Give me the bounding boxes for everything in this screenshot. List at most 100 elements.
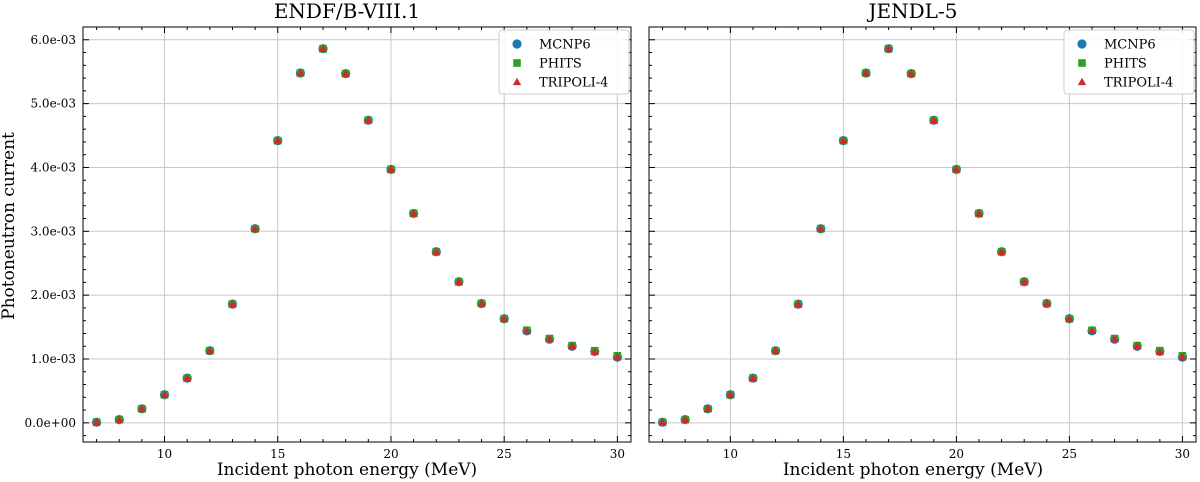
- y-tick-label: 1.0e-03: [30, 352, 76, 366]
- y-tick-label: 2.0e-03: [30, 288, 76, 302]
- plot-frame: [648, 26, 1197, 443]
- chart-title: ENDF/B-VIII.1: [274, 0, 420, 23]
- data-point-tripoli-4: [997, 247, 1006, 255]
- data-point-tripoli-4: [205, 346, 215, 354]
- data-point-tripoli-4: [613, 352, 622, 361]
- data-point-tripoli-4: [160, 390, 169, 398]
- legend-label: MCNP6: [1104, 38, 1156, 53]
- data-point-tripoli-4: [839, 136, 848, 144]
- data-point-tripoli-4: [545, 335, 554, 343]
- data-point-tripoli-4: [92, 418, 101, 426]
- legend-box: [1063, 29, 1195, 95]
- x-tick-label: 30: [610, 447, 625, 461]
- legend-label: TRIPOLI-4: [1104, 76, 1173, 91]
- series-mcnp6: [657, 44, 1188, 427]
- y-tick-label: 6.0e-03: [30, 33, 76, 47]
- legend-label: MCNP6: [539, 38, 591, 53]
- grid-lines: [83, 27, 631, 442]
- data-point-tripoli-4: [432, 247, 441, 255]
- data-point-tripoli-4: [703, 404, 712, 412]
- data-point-tripoli-4: [318, 44, 328, 52]
- data-point-tripoli-4: [929, 116, 939, 124]
- data-point-tripoli-4: [477, 299, 486, 307]
- data-point-tripoli-4: [974, 209, 984, 217]
- data-point-tripoli-4: [364, 116, 373, 124]
- data-point-tripoli-4: [816, 224, 825, 232]
- legend-label: PHITS: [539, 57, 582, 72]
- data-point-tripoli-4: [522, 326, 532, 335]
- tick-labels: 10 15 20 25 30: [723, 447, 1190, 461]
- data-point-tripoli-4: [952, 165, 961, 173]
- legend-label: PHITS: [1104, 57, 1147, 72]
- series-mcnp6: [91, 44, 623, 427]
- legend-marker-phits: [513, 59, 521, 67]
- x-tick-label: 20: [383, 447, 398, 461]
- data-point-tripoli-4: [1020, 277, 1029, 285]
- x-tick-label: 10: [723, 447, 738, 461]
- data-point-tripoli-4: [409, 209, 418, 217]
- data-point-tripoli-4: [386, 165, 396, 173]
- data-point-tripoli-4: [590, 347, 599, 356]
- legend-label: TRIPOLI-4: [539, 76, 608, 91]
- series-tripoli-4: [658, 44, 1187, 426]
- legend-marker-tripoli-4: [512, 77, 522, 86]
- y-tick-label: 3.0e-03: [30, 224, 76, 238]
- legend-marker-tripoli-4: [1077, 77, 1087, 86]
- data-point-tripoli-4: [567, 342, 577, 350]
- x-tick-label: 10: [157, 447, 172, 461]
- data-point-tripoli-4: [1155, 347, 1165, 356]
- data-point-tripoli-4: [906, 69, 916, 77]
- y-tick-label: 5.0e-03: [30, 97, 76, 111]
- legend: MCNP6 PHITS TRIPOLI-4: [498, 29, 630, 95]
- tick-labels: 10 15 20 25 30 0.0e+00 1.0e-03 2.0e-03 3.0e-03 4.…: [24, 33, 625, 461]
- legend-box: [498, 29, 630, 95]
- data-point-tripoli-4: [884, 44, 893, 52]
- data-point-tripoli-4: [1042, 299, 1052, 307]
- data-point-tripoli-4: [1110, 335, 1119, 343]
- data-point-tripoli-4: [680, 415, 690, 423]
- data-point-tripoli-4: [658, 418, 667, 426]
- plot-frame: [82, 26, 632, 443]
- legend-marker-phits: [1078, 59, 1086, 67]
- x-tick-label: 25: [1062, 447, 1077, 461]
- data-point-tripoli-4: [228, 299, 237, 308]
- x-tick-label: 25: [497, 447, 512, 461]
- data-point-tripoli-4: [182, 373, 192, 382]
- chart-panel-endf: ENDF/B-VIII.1 Incident photon energy (Me…: [24, 0, 632, 480]
- data-point-tripoli-4: [861, 68, 871, 77]
- data-point-tripoli-4: [454, 277, 464, 285]
- x-tick-label: 15: [836, 447, 851, 461]
- data-point-tripoli-4: [793, 299, 803, 308]
- y-tick-label: 4.0e-03: [30, 160, 76, 174]
- x-tick-label: 20: [949, 447, 964, 461]
- x-axis-label: Incident photon energy (MeV): [217, 460, 477, 480]
- series-phits: [92, 44, 622, 427]
- data-point-tripoli-4: [1087, 326, 1097, 335]
- data-point-tripoli-4: [115, 415, 124, 423]
- data-point-tripoli-4: [1065, 314, 1074, 322]
- series-phits: [658, 44, 1187, 427]
- legend: MCNP6 PHITS TRIPOLI-4: [1063, 29, 1195, 95]
- data-point-tripoli-4: [726, 390, 735, 398]
- data-point-tripoli-4: [273, 136, 282, 144]
- data-point-tripoli-4: [1133, 342, 1142, 350]
- data-point-tripoli-4: [250, 224, 260, 232]
- data-point-tripoli-4: [771, 346, 780, 354]
- data-point-tripoli-4: [499, 314, 509, 322]
- x-axis-label: Incident photon energy (MeV): [783, 460, 1043, 480]
- data-point-tripoli-4: [341, 69, 350, 77]
- series-tripoli-4: [92, 44, 622, 426]
- data-point-tripoli-4: [1178, 352, 1187, 361]
- data-point-tripoli-4: [137, 404, 147, 412]
- legend-marker-mcnp6: [1077, 39, 1087, 49]
- chart-title: JENDL-5: [867, 0, 958, 23]
- data-point-tripoli-4: [296, 68, 305, 77]
- legend-marker-mcnp6: [512, 39, 522, 49]
- data-point-tripoli-4: [748, 373, 758, 382]
- x-tick-label: 15: [270, 447, 285, 461]
- y-tick-label: 0.0e+00: [24, 416, 76, 430]
- x-tick-label: 30: [1175, 447, 1190, 461]
- chart-panel-jendl: JENDL-5 Incident photon energy (MeV) 10 1…: [648, 0, 1197, 480]
- y-axis-label: Photoneutron current: [0, 132, 19, 320]
